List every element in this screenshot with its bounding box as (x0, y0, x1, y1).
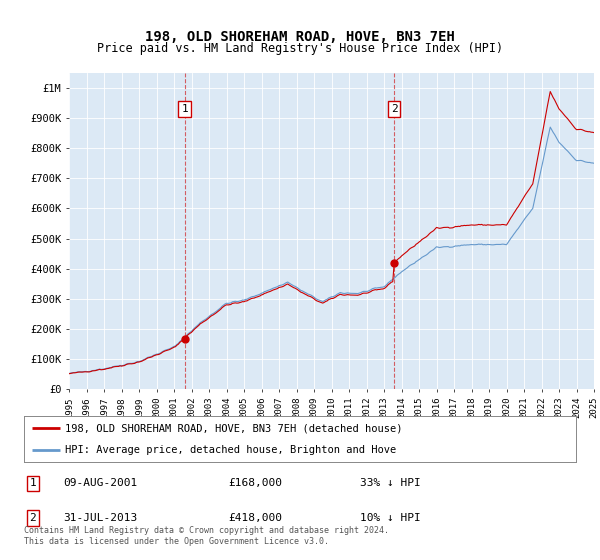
Text: £168,000: £168,000 (228, 478, 282, 488)
Text: HPI: Average price, detached house, Brighton and Hove: HPI: Average price, detached house, Brig… (65, 445, 397, 455)
Text: 09-AUG-2001: 09-AUG-2001 (63, 478, 137, 488)
Text: 33% ↓ HPI: 33% ↓ HPI (360, 478, 421, 488)
Text: 198, OLD SHOREHAM ROAD, HOVE, BN3 7EH (detached house): 198, OLD SHOREHAM ROAD, HOVE, BN3 7EH (d… (65, 423, 403, 433)
Text: Contains HM Land Registry data © Crown copyright and database right 2024.: Contains HM Land Registry data © Crown c… (24, 526, 389, 535)
Text: 198, OLD SHOREHAM ROAD, HOVE, BN3 7EH: 198, OLD SHOREHAM ROAD, HOVE, BN3 7EH (145, 30, 455, 44)
Text: This data is licensed under the Open Government Licence v3.0.: This data is licensed under the Open Gov… (24, 538, 329, 547)
Text: 10% ↓ HPI: 10% ↓ HPI (360, 513, 421, 523)
Text: 1: 1 (181, 104, 188, 114)
Text: 2: 2 (391, 104, 398, 114)
Text: 1: 1 (29, 478, 37, 488)
Text: 2: 2 (29, 513, 37, 523)
Text: Price paid vs. HM Land Registry's House Price Index (HPI): Price paid vs. HM Land Registry's House … (97, 42, 503, 55)
Text: 31-JUL-2013: 31-JUL-2013 (63, 513, 137, 523)
Text: £418,000: £418,000 (228, 513, 282, 523)
